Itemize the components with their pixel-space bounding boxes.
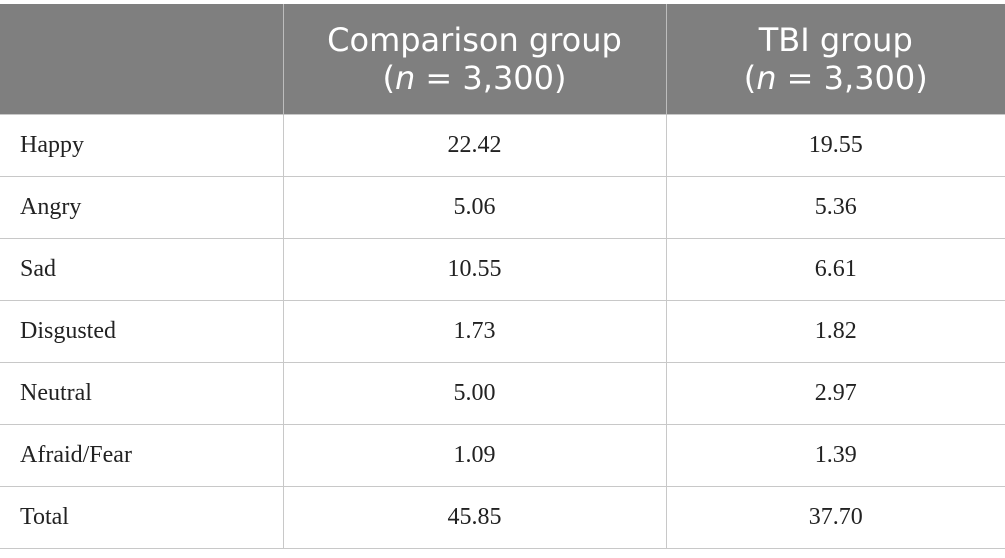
table-row: Disgusted 1.73 1.82 — [0, 300, 1005, 363]
row-label: Afraid/Fear — [0, 424, 284, 487]
header-size: = 3,300) — [776, 59, 928, 97]
row-label: Disgusted — [0, 300, 284, 363]
header-size: ( — [743, 59, 757, 97]
value-cell: 22.42 — [282, 114, 667, 177]
value-cell: 1.82 — [665, 300, 1005, 363]
value-cell: 10.55 — [282, 238, 667, 301]
header-cell: Comparison group (n = 3,300) — [282, 4, 666, 115]
value-cell: 1.39 — [665, 424, 1005, 487]
value-cell: 2.97 — [665, 362, 1005, 425]
value-cell: 5.36 — [665, 176, 1005, 239]
header-row: Comparison group (n = 3,300) TBI group (n =… — [0, 4, 1005, 115]
value-cell: 6.61 — [665, 238, 1005, 301]
header-size: n — [756, 59, 777, 97]
row-label: Angry — [0, 176, 284, 239]
header-title: Comparison group — [327, 21, 622, 59]
table-row: Angry 5.06 5.36 — [0, 176, 1005, 239]
value-cell: 1.73 — [282, 300, 667, 363]
header-cell: TBI group (n = 3,300) — [665, 4, 1005, 115]
header-size: = 3,300) — [415, 59, 567, 97]
header-size: ( — [382, 59, 395, 97]
data-table: Comparison group (n = 3,300) TBI group (n =… — [0, 4, 1005, 549]
header-title: TBI group — [758, 21, 913, 59]
value-cell: 1.09 — [282, 424, 667, 487]
row-label: Neutral — [0, 362, 284, 425]
header-cell — [0, 4, 283, 115]
value-cell: 5.00 — [282, 362, 667, 425]
value-cell: 45.85 — [282, 486, 667, 549]
table-body: Happy 22.42 19.55 Angry 5.06 5.36 Sad 10.55 6.61… — [0, 114, 1005, 549]
table-row: Total 45.85 37.70 — [0, 486, 1005, 549]
table-row: Neutral 5.00 2.97 — [0, 362, 1005, 425]
header-size: n — [394, 59, 416, 97]
table-row: Happy 22.42 19.55 — [0, 114, 1005, 177]
row-label: Sad — [0, 238, 284, 301]
table-row: Afraid/Fear 1.09 1.39 — [0, 424, 1005, 487]
row-label: Happy — [0, 114, 284, 177]
table-row: Sad 10.55 6.61 — [0, 238, 1005, 301]
value-cell: 37.70 — [665, 486, 1005, 549]
row-label: Total — [0, 486, 284, 549]
value-cell: 19.55 — [665, 114, 1005, 177]
value-cell: 5.06 — [282, 176, 667, 239]
